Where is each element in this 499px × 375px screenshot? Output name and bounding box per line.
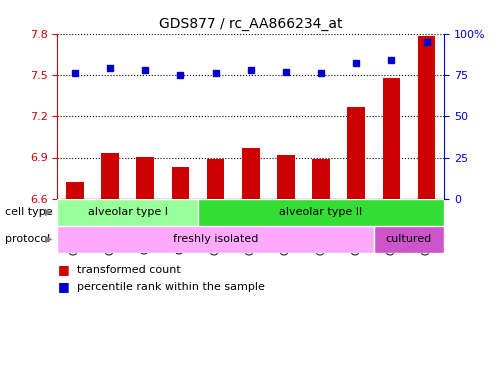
Text: cell type: cell type (5, 207, 52, 217)
Bar (418, 36, 435, 199)
Bar (172, 167, 189, 199)
Bar (277, 155, 295, 199)
Text: ▶: ▶ (45, 234, 52, 244)
Text: ■: ■ (57, 280, 69, 293)
Text: alveolar type II: alveolar type II (279, 207, 363, 217)
Text: ■: ■ (57, 263, 69, 276)
Bar (312, 159, 330, 199)
Text: protocol: protocol (5, 234, 50, 244)
Bar (198, 199, 444, 226)
Title: GDS877 / rc_AA866234_at: GDS877 / rc_AA866234_at (159, 17, 342, 32)
Bar (383, 78, 400, 199)
Bar (57, 199, 198, 226)
Text: percentile rank within the sample: percentile rank within the sample (77, 282, 265, 291)
Bar (101, 153, 119, 199)
Text: cultured: cultured (386, 234, 432, 244)
Bar (374, 226, 444, 253)
Bar (207, 159, 225, 199)
Bar (137, 158, 154, 199)
Text: transformed count: transformed count (77, 265, 181, 274)
Bar (242, 148, 259, 199)
Text: alveolar type I: alveolar type I (88, 207, 168, 217)
Text: freshly isolated: freshly isolated (173, 234, 258, 244)
Bar (347, 106, 365, 199)
Bar (57, 226, 374, 253)
Bar (66, 182, 84, 199)
Text: ▶: ▶ (45, 207, 52, 217)
